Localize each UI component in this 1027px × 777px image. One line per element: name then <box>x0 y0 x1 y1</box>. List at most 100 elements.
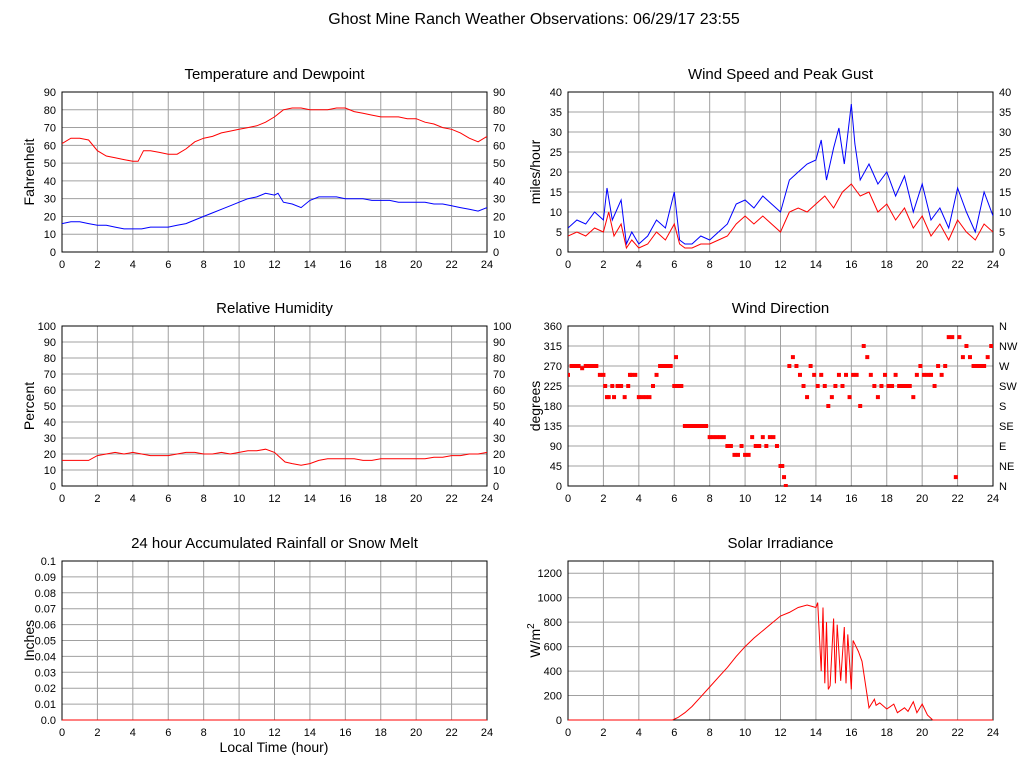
data-point <box>851 372 856 377</box>
y-tick-label-left: 0.01 <box>35 699 56 711</box>
y-tick-label-right: 5 <box>999 227 1005 239</box>
plot-frame <box>567 91 994 253</box>
data-point <box>594 364 599 368</box>
data-point <box>900 384 905 388</box>
x-tick-label: 20 <box>916 259 928 271</box>
y-tick-label-right: E <box>999 441 1006 453</box>
data-point <box>732 452 737 457</box>
y-axis-label: W/m2 <box>526 623 543 658</box>
data-point <box>626 384 631 388</box>
data-point <box>780 464 785 468</box>
data-point <box>921 372 926 377</box>
data-point <box>953 475 958 480</box>
y-tick-label-left: 50 <box>44 401 56 413</box>
x-tick-label: 0 <box>59 727 65 739</box>
data-point <box>833 384 838 388</box>
y-tick-label-left: 10 <box>550 207 562 219</box>
y-axis-label-text: Inches <box>21 620 37 661</box>
data-point <box>654 372 659 377</box>
y-tick-label-left: 0.07 <box>35 604 56 616</box>
data-point <box>743 452 748 457</box>
data-point <box>812 372 817 377</box>
y-tick-label-left: 1000 <box>538 593 562 605</box>
chart-wind: 0 2 4 6 8 10 12 14 16 18 20 22 240510152025303540051… <box>527 66 1011 271</box>
data-point <box>826 404 831 408</box>
data-point <box>636 395 641 400</box>
data-point <box>805 395 810 400</box>
x-tick-label: 22 <box>445 259 457 271</box>
data-point <box>978 364 983 368</box>
x-tick-label: 18 <box>375 259 387 271</box>
y-tick-label-left: 40 <box>44 417 56 429</box>
data-point <box>580 366 585 371</box>
x-tick-label: 16 <box>339 493 351 505</box>
plot-frame <box>567 560 994 721</box>
chart-title: 24 hour Accumulated Rainfall or Snow Mel… <box>131 535 419 552</box>
data-point <box>615 384 620 388</box>
data-point <box>982 364 987 368</box>
y-tick-label-left: 60 <box>44 140 56 152</box>
y-tick-label-left: 15 <box>550 187 562 199</box>
x-tick-label: 24 <box>987 727 999 739</box>
y-tick-label-right: 70 <box>493 123 505 135</box>
data-point <box>736 452 740 457</box>
data-point <box>819 372 824 377</box>
x-tick-label: 12 <box>774 259 786 271</box>
data-point <box>587 364 592 368</box>
x-tick-label: 8 <box>707 493 713 505</box>
y-tick-label-left: 0.09 <box>35 572 56 584</box>
x-tick-label: 24 <box>987 259 999 271</box>
x-tick-label: 10 <box>233 493 245 505</box>
x-tick-label: 24 <box>481 259 493 271</box>
x-tick-label: 24 <box>481 727 493 739</box>
y-tick-label-left: 10 <box>44 465 56 477</box>
chart-title: Temperature and Dewpoint <box>184 66 365 83</box>
x-tick-label: 6 <box>671 493 677 505</box>
y-axis-label-text: Fahrenheit <box>21 138 37 205</box>
data-point <box>679 384 684 388</box>
y-tick-label-left: 45 <box>550 461 562 473</box>
data-point <box>693 424 698 428</box>
data-point <box>861 344 866 348</box>
data-point <box>603 384 608 388</box>
y-tick-label-right: 60 <box>493 385 505 397</box>
data-point <box>569 364 574 368</box>
y-tick-label-left: 0.03 <box>35 667 56 679</box>
y-tick-label-right: NE <box>999 461 1014 473</box>
y-tick-label-left: 0.0 <box>41 715 56 727</box>
y-tick-label-left: 360 <box>544 321 562 333</box>
x-tick-label: 14 <box>810 493 822 505</box>
data-point <box>686 424 691 428</box>
y-tick-label-right: 0 <box>999 247 1005 259</box>
x-tick-label: 12 <box>774 493 786 505</box>
x-tick-label: 2 <box>600 493 606 505</box>
data-point <box>950 335 955 340</box>
y-tick-label-right: N <box>999 481 1007 493</box>
data-point <box>633 372 638 377</box>
data-point <box>750 435 755 440</box>
y-axis-label: Percent <box>21 382 37 430</box>
data-point <box>936 364 941 368</box>
x-tick-label: 4 <box>636 493 642 505</box>
y-tick-label-right: 20 <box>493 449 505 461</box>
data-point <box>815 384 820 388</box>
x-tick-label: 14 <box>304 727 316 739</box>
data-point <box>757 444 762 448</box>
data-point <box>771 435 776 440</box>
x-tick-label: 4 <box>130 493 136 505</box>
data-point <box>882 372 887 377</box>
data-point <box>925 372 930 377</box>
y-tick-label-right: 30 <box>493 433 505 445</box>
y-tick-label-right: SW <box>999 381 1017 393</box>
chart-rain: 0 2 4 6 8 10 12 14 16 18 20 22 240.00.010.020.030.04… <box>21 535 493 739</box>
y-tick-label-left: 0.06 <box>35 620 56 632</box>
y-tick-label-right: 30 <box>999 127 1011 139</box>
series-line-solar-0 <box>568 602 993 721</box>
y-tick-label-right: 90 <box>493 87 505 99</box>
data-point <box>904 384 909 388</box>
data-point <box>975 364 980 368</box>
x-tick-label: 24 <box>987 493 999 505</box>
y-tick-label-left: 0 <box>556 481 562 493</box>
x-tick-label: 2 <box>94 727 100 739</box>
y-tick-label-right: 60 <box>493 140 505 152</box>
